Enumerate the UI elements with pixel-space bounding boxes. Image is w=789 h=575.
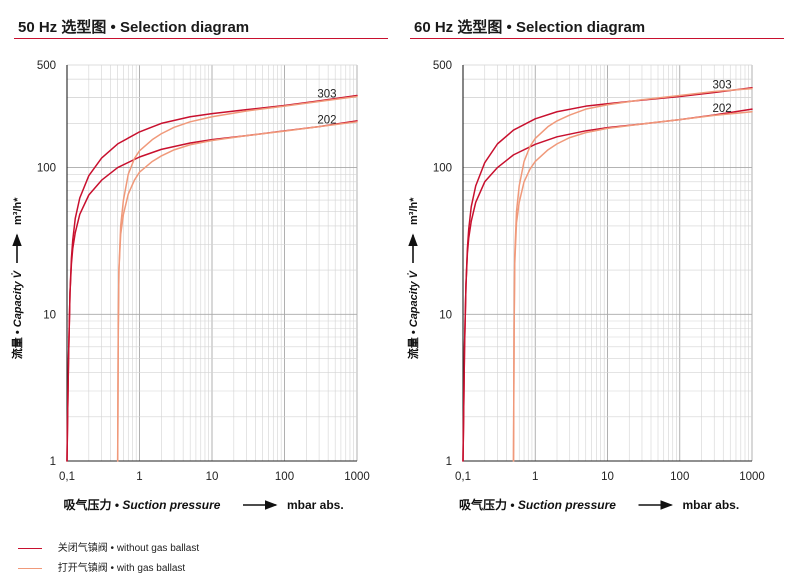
x-tick-label: 0,1 (59, 471, 75, 483)
y-axis-title-group: 流量 • Capacity V̇ m³/h* (10, 197, 24, 359)
x-tick-label: 10 (601, 471, 614, 483)
series-line-202-ballast (116, 121, 358, 462)
x-tick-label: 0,1 (455, 471, 471, 483)
y-axis-unit: m³/h* (12, 197, 24, 225)
series-label-202: 202 (317, 114, 336, 126)
legend-swatch-light (18, 567, 42, 569)
y-axis-title: 流量 • Capacity V̇ (10, 269, 24, 359)
x-axis-unit: mbar abs. (683, 498, 740, 512)
x-tick-label: 100 (275, 471, 294, 483)
x-tick-label: 1 (136, 471, 142, 483)
y-axis-unit: m³/h* (408, 197, 420, 225)
series-label-303: 303 (317, 89, 336, 101)
series-line-303-ballast (512, 87, 753, 462)
x-axis-unit: mbar abs. (287, 498, 344, 512)
y-tick-label: 10 (43, 309, 56, 321)
legend-item-with-gas-ballast: 打开气镇阀 • with gas ballast (18, 559, 185, 574)
series-line-202-ballast (512, 111, 753, 462)
x-tick-label: 10 (206, 471, 219, 483)
y-axis-title-group: 流量 • Capacity V̇ m³/h* (406, 197, 420, 359)
legend-label: 关闭气镇阀 • without gas ballast (57, 543, 200, 554)
x-tick-label: 1000 (739, 471, 765, 483)
chart-title-50hz: 50 Hz 选型图 • Selection diagram (18, 19, 250, 36)
title-rule-50hz (14, 38, 388, 39)
series-label-303: 303 (712, 79, 731, 91)
x-axis-title: 吸气压力 • Suction pressure (459, 497, 616, 512)
legend-label: 打开气镇阀 • with gas ballast (57, 563, 186, 574)
y-axis-title: 流量 • Capacity V̇ (406, 269, 420, 359)
x-axis-title: 吸气压力 • Suction pressure (64, 497, 221, 512)
legend-swatch-dark (18, 547, 42, 549)
y-tick-label: 500 (37, 60, 56, 72)
x-tick-label: 1000 (344, 471, 370, 483)
chart-title-60hz: 60 Hz 选型图 • Selection diagram (414, 19, 646, 36)
y-tick-label: 100 (37, 163, 56, 175)
y-tick-label: 100 (433, 163, 452, 175)
y-tick-label: 500 (433, 60, 452, 72)
x-tick-label: 100 (670, 471, 689, 483)
x-tick-label: 1 (532, 471, 538, 483)
y-tick-label: 1 (50, 456, 56, 468)
y-tick-label: 1 (446, 456, 452, 468)
legend-item-without-gas-ballast: 关闭气镇阀 • without gas ballast (18, 539, 199, 554)
title-rule-60hz (410, 38, 784, 39)
series-label-202: 202 (712, 103, 731, 115)
y-tick-label: 10 (439, 309, 452, 321)
series-line-303-ballast (116, 95, 358, 462)
